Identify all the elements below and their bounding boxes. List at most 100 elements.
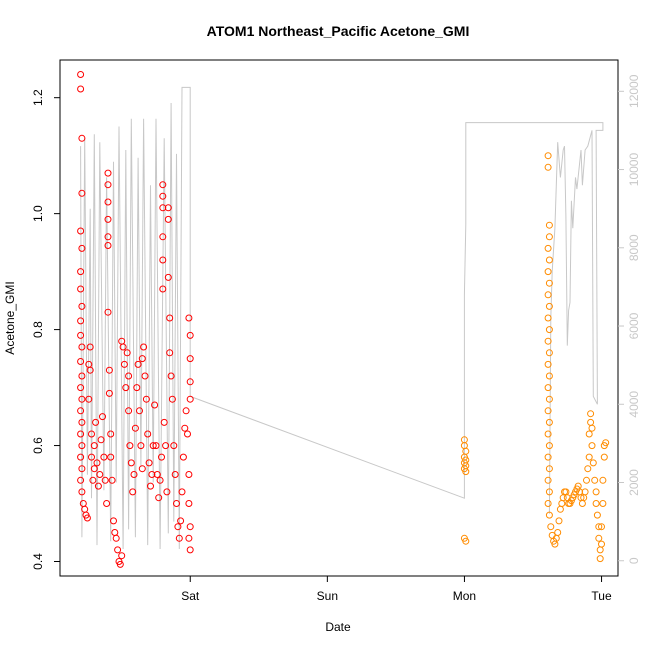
data-point-flight-1 bbox=[97, 436, 105, 444]
data-point-flight-1 bbox=[85, 395, 93, 403]
data-point-flight-2 bbox=[588, 442, 596, 450]
data-point-flight-1 bbox=[77, 358, 85, 365]
data-point-flight-1 bbox=[155, 494, 163, 502]
data-point-flight-1 bbox=[125, 372, 133, 380]
data-point-flight-2 bbox=[588, 424, 596, 432]
data-point-flight-1 bbox=[77, 331, 85, 339]
y2-tick-label: 2000 bbox=[627, 469, 641, 496]
data-point-flight-1 bbox=[116, 560, 124, 568]
data-point-flight-1 bbox=[186, 546, 194, 554]
data-point-flight-1 bbox=[77, 227, 85, 235]
data-point-flight-2 bbox=[544, 314, 552, 322]
data-point-flight-1 bbox=[100, 453, 108, 461]
data-point-flight-1 bbox=[159, 256, 167, 264]
data-point-flight-1 bbox=[186, 331, 194, 339]
data-point-flight-1 bbox=[162, 442, 170, 450]
data-point-flight-2 bbox=[592, 488, 600, 496]
data-point-flight-1 bbox=[160, 418, 168, 426]
data-point-flight-1 bbox=[159, 285, 167, 293]
data-point-flight-2 bbox=[545, 442, 553, 450]
data-point-flight-1 bbox=[171, 471, 179, 478]
data-point-flight-1 bbox=[103, 500, 111, 507]
y2-tick-label: 12000 bbox=[627, 74, 641, 108]
data-point-flight-1 bbox=[168, 395, 176, 403]
data-point-flight-2 bbox=[547, 523, 555, 531]
data-point-flight-2 bbox=[545, 349, 553, 357]
data-point-flight-1 bbox=[77, 453, 85, 461]
data-point-flight-2 bbox=[558, 500, 566, 507]
data-point-flight-1 bbox=[167, 372, 175, 380]
data-point-flight-1 bbox=[104, 233, 112, 241]
data-point-flight-1 bbox=[184, 430, 191, 438]
data-point-flight-1 bbox=[134, 360, 142, 368]
data-point-flight-2 bbox=[544, 500, 552, 507]
data-point-flight-1 bbox=[137, 442, 145, 450]
x-tick-label: Sat bbox=[181, 589, 200, 603]
data-point-flight-1 bbox=[163, 488, 171, 496]
data-point-flight-1 bbox=[86, 366, 94, 374]
data-point-flight-2 bbox=[595, 523, 603, 531]
data-point-flight-1 bbox=[93, 459, 101, 467]
data-point-flight-1 bbox=[179, 453, 187, 461]
data-point-flight-1 bbox=[112, 534, 120, 542]
data-point-flight-1 bbox=[108, 476, 116, 484]
x-tick-label: Sun bbox=[317, 589, 338, 603]
data-point-flight-1 bbox=[104, 198, 112, 206]
data-point-flight-1 bbox=[105, 389, 113, 397]
data-point-flight-1 bbox=[185, 500, 193, 507]
y2-tick-label: 4000 bbox=[627, 391, 641, 418]
data-point-flight-1 bbox=[177, 517, 185, 525]
data-point-flight-1 bbox=[77, 317, 85, 325]
data-point-flight-2 bbox=[544, 407, 552, 415]
data-point-flight-1 bbox=[151, 401, 159, 409]
data-point-flight-2 bbox=[545, 279, 553, 287]
data-point-flight-2 bbox=[555, 517, 563, 525]
data-point-flight-2 bbox=[545, 302, 553, 310]
data-point-flight-1 bbox=[77, 384, 85, 392]
data-point-flight-1 bbox=[77, 430, 85, 438]
data-point-flight-1 bbox=[104, 181, 112, 189]
data-point-flight-1 bbox=[101, 476, 109, 484]
data-point-flight-2 bbox=[587, 418, 595, 426]
data-point-flight-1 bbox=[89, 476, 97, 484]
data-point-flight-2 bbox=[545, 488, 553, 496]
y-tick-label: 1.2 bbox=[31, 89, 45, 106]
data-point-flight-2 bbox=[544, 268, 552, 276]
data-point-flight-1 bbox=[77, 285, 85, 293]
data-point-flight-2 bbox=[602, 439, 610, 447]
data-point-flight-1 bbox=[104, 242, 112, 249]
data-point-flight-2 bbox=[545, 395, 553, 403]
data-point-flight-2 bbox=[544, 244, 552, 252]
data-point-flight-1 bbox=[111, 529, 119, 536]
data-point-flight-1 bbox=[77, 71, 85, 78]
data-point-flight-1 bbox=[120, 360, 128, 368]
data-point-flight-1 bbox=[166, 349, 174, 357]
y2-tick-label: 10000 bbox=[627, 153, 641, 187]
data-point-flight-2 bbox=[587, 410, 595, 418]
data-point-flight-2 bbox=[583, 476, 590, 484]
data-point-flight-2 bbox=[593, 511, 601, 519]
data-point-flight-2 bbox=[596, 546, 604, 554]
data-point-flight-1 bbox=[142, 395, 150, 403]
x-tick-label: Mon bbox=[453, 589, 476, 603]
data-point-flight-2 bbox=[544, 453, 552, 461]
data-point-flight-2 bbox=[545, 326, 553, 334]
data-point-flight-2 bbox=[599, 476, 607, 484]
data-point-flight-1 bbox=[158, 453, 165, 461]
data-point-flight-1 bbox=[186, 523, 194, 531]
data-point-flight-1 bbox=[159, 233, 167, 241]
data-point-flight-1 bbox=[92, 418, 100, 426]
data-point-flight-1 bbox=[186, 395, 194, 403]
data-point-flight-1 bbox=[185, 314, 193, 322]
data-point-flight-2 bbox=[578, 500, 586, 507]
x-tick-label: Tue bbox=[591, 589, 612, 603]
data-point-flight-1 bbox=[118, 337, 126, 345]
data-point-flight-1 bbox=[123, 349, 131, 357]
data-point-flight-1 bbox=[133, 384, 141, 392]
data-point-flight-1 bbox=[90, 442, 98, 450]
data-point-flight-1 bbox=[99, 413, 106, 421]
data-point-flight-1 bbox=[78, 343, 86, 351]
data-point-flight-1 bbox=[81, 505, 89, 513]
data-point-flight-1 bbox=[94, 482, 102, 490]
data-point-flight-1 bbox=[178, 488, 186, 496]
